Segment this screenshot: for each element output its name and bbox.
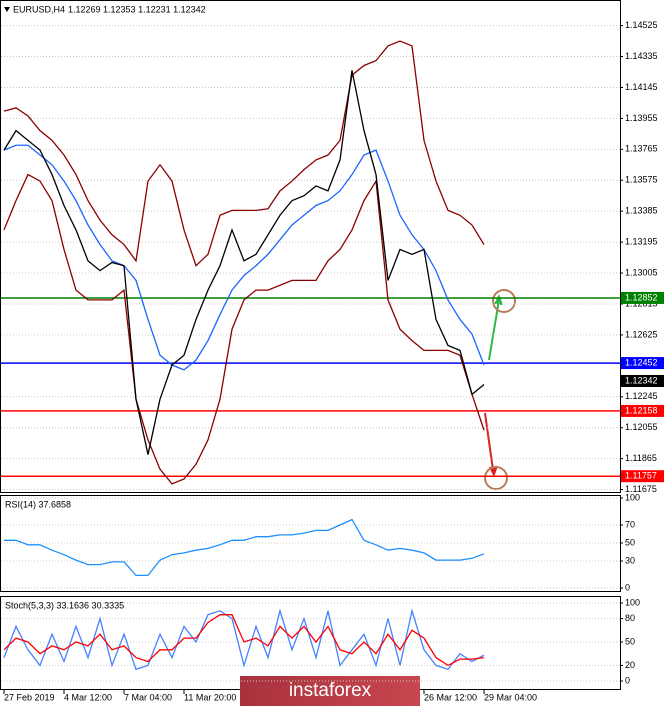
menu-triangle[interactable] [4, 7, 10, 12]
arrow-up-head [494, 294, 503, 305]
x-tick-label: 26 Mar 12:00 [424, 692, 477, 702]
watermark-box [240, 676, 420, 706]
series-line [3, 608, 485, 671]
y-tick-label: 1.11865 [625, 453, 657, 463]
y-tick-label: 100 [625, 492, 640, 502]
price-label-box [621, 374, 664, 387]
watermark: instaforex [289, 680, 372, 701]
y-tick-label: 1.12055 [625, 422, 658, 432]
panel-title: Stoch(5,3,3) 33.1636 30.3335 [5, 600, 124, 610]
x-tick-label: 27 Feb 2019 [4, 692, 55, 702]
arrow-down [484, 412, 494, 471]
y-tick-label: 100 [625, 597, 640, 607]
series-line [4, 518, 485, 577]
series-line [3, 70, 485, 455]
series-line [3, 614, 485, 667]
x-tick-label: 7 Mar 04:00 [124, 692, 172, 702]
y-tick-label: 1.13955 [625, 113, 658, 123]
level-label: 1.12452 [625, 357, 658, 367]
level-label-box [621, 357, 664, 370]
level-label-box [621, 291, 664, 304]
y-tick-label: 1.13765 [625, 144, 658, 154]
x-tick-label: 4 Mar 12:00 [64, 692, 112, 702]
x-tick-label: 29 Mar 04:00 [484, 692, 537, 702]
y-tick-label: 1.12245 [625, 391, 658, 401]
price-label: 1.12342 [625, 375, 658, 385]
level-label: 1.12158 [625, 405, 658, 415]
x-tick-label: 11 Mar 20:00 [184, 692, 236, 702]
y-tick-label: 1.13195 [625, 236, 658, 246]
panel-subtitle: 1.12269 1.12353 1.12231 1.12342 [68, 4, 206, 14]
level-label: 1.12852 [625, 292, 658, 302]
y-tick-label: 0 [625, 675, 630, 685]
y-tick-label: 1.14335 [625, 51, 658, 61]
y-tick-label: 1.13005 [625, 267, 658, 277]
y-tick-label: 1.13385 [625, 206, 658, 216]
level-label-box [621, 404, 664, 417]
y-tick-label: 1.14145 [625, 82, 658, 92]
y-tick-label: 1.14525 [625, 20, 658, 30]
y-tick-label: 80 [625, 613, 635, 623]
y-tick-label: 50 [625, 537, 635, 547]
panel-title: RSI(14) 37.6858 [5, 499, 71, 509]
target-circle [492, 289, 516, 313]
y-tick-label: 1.13575 [625, 175, 658, 185]
level-label: 1.11757 [625, 471, 657, 481]
target-circle [484, 466, 508, 490]
main-frame [0, 0, 621, 493]
y-tick-label: 30 [625, 555, 635, 565]
y-tick-label: 20 [625, 660, 635, 670]
panel-title: EURUSD,H4 [13, 4, 65, 14]
series-line [3, 40, 485, 267]
y-tick-label: 0 [625, 582, 630, 592]
series-line [3, 173, 485, 485]
y-tick-label: 50 [625, 636, 635, 646]
y-tick-label: 1.11675 [625, 484, 657, 494]
level-label-box [621, 470, 664, 483]
y-tick-label: 1.12625 [625, 329, 658, 339]
y-tick-label: 70 [625, 519, 635, 529]
series-line [3, 144, 485, 371]
